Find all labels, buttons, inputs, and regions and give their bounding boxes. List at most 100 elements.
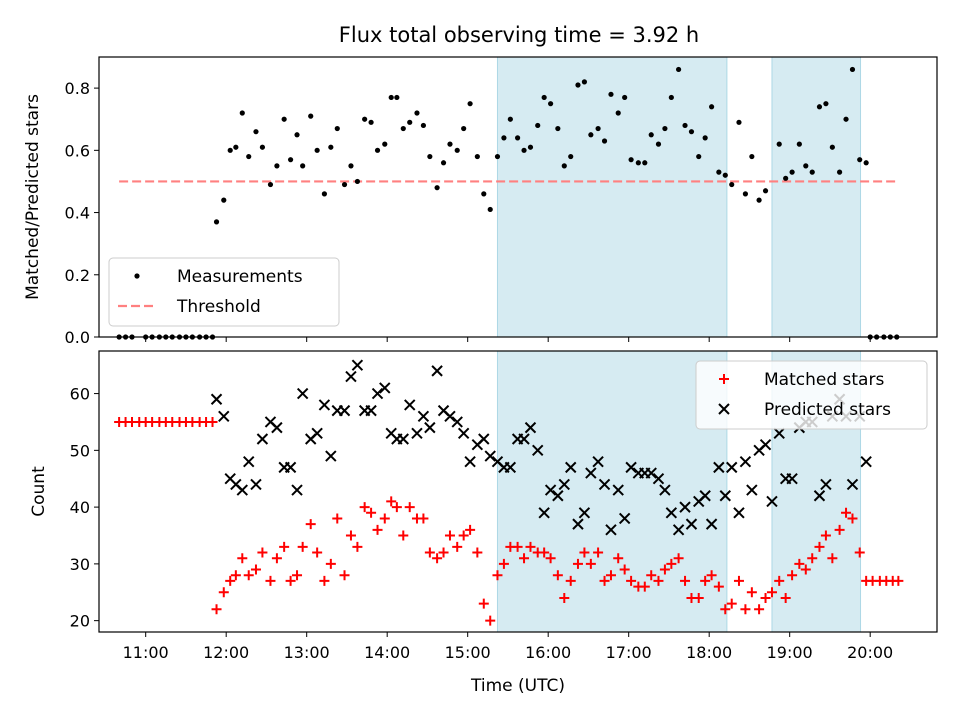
measurement-point — [688, 129, 695, 135]
matched-point — [257, 547, 268, 558]
predicted-point — [424, 421, 436, 434]
measurement-point — [857, 157, 863, 163]
matched-point — [485, 615, 496, 626]
measurement-point — [388, 94, 394, 101]
matched-point — [639, 581, 650, 592]
predicted-point — [846, 478, 859, 491]
measurement-point — [729, 181, 735, 188]
measurement-point — [816, 104, 823, 110]
measurement-point — [796, 141, 802, 147]
bottom-y-axis-label: Count — [29, 466, 49, 517]
matched-point — [359, 502, 370, 513]
measurement-point — [321, 191, 327, 197]
y-tick-label: 0.4 — [65, 204, 90, 223]
matched-point — [579, 547, 590, 558]
predicted-point — [659, 484, 671, 496]
predicted-point — [726, 461, 738, 474]
matched-point — [438, 547, 449, 558]
measurement-point — [615, 110, 621, 116]
matched-point — [465, 524, 476, 535]
matched-point — [847, 513, 858, 524]
predicted-point — [705, 518, 718, 530]
matched-point — [552, 570, 563, 581]
measurement-point — [382, 141, 388, 147]
predicted-point — [813, 490, 826, 502]
matched-point — [312, 547, 323, 558]
matched-point — [292, 570, 303, 581]
matched-point — [613, 553, 624, 564]
measurement-point — [474, 153, 480, 160]
legend-marker — [134, 273, 140, 279]
predicted-point — [451, 416, 463, 428]
predicted-point — [236, 484, 248, 496]
measurement-point — [682, 122, 688, 129]
x-tick-label: 13:00 — [284, 643, 330, 662]
measurement-point — [628, 157, 634, 163]
matched-point — [265, 575, 276, 586]
matched-point — [572, 558, 583, 569]
x-axis-label: Time (UTC) — [470, 676, 565, 696]
observing-interval-1 — [496, 350, 728, 633]
matched-point — [653, 575, 664, 586]
measurement-point — [481, 191, 487, 197]
matched-point — [492, 570, 503, 581]
matched-point — [666, 558, 677, 569]
matched-point — [391, 502, 402, 513]
measurement-point — [348, 163, 354, 169]
bottom-panel: 20 30 40 50 60 11:00 12:00 13:00 14:00 15:00 16:0… — [29, 350, 938, 696]
matched-point — [539, 547, 550, 558]
y-tick-label: 30 — [70, 555, 90, 574]
predicted-point — [746, 484, 758, 496]
predicted-point — [645, 467, 657, 479]
matched-point — [713, 581, 724, 592]
y-tick-label: 60 — [70, 385, 90, 404]
predicted-point — [759, 438, 772, 451]
measurement-point — [440, 160, 447, 166]
measurement-point — [281, 116, 287, 122]
measurement-point — [622, 94, 628, 101]
measurement-point — [722, 172, 728, 178]
predicted-point — [291, 484, 303, 496]
matched-point — [807, 553, 818, 564]
x-tick-label: 15:00 — [445, 643, 491, 662]
matched-point — [237, 553, 248, 564]
measurement-point — [675, 66, 682, 73]
predicted-point — [733, 507, 745, 519]
matched-point — [854, 547, 865, 558]
measurement-point — [803, 163, 809, 169]
x-tick-label: 11:00 — [123, 643, 169, 662]
measurement-point — [521, 147, 527, 153]
matched-point — [680, 575, 691, 586]
predicted-point — [612, 484, 624, 496]
measurement-point — [601, 138, 608, 144]
matched-point — [250, 564, 261, 575]
y-tick-label: 40 — [70, 498, 90, 517]
predicted-point — [325, 450, 337, 462]
measurement-point — [829, 144, 835, 150]
x-tick-label: 14:00 — [364, 643, 410, 662]
matched-point — [834, 524, 845, 535]
matched-point — [814, 541, 825, 552]
matched-point — [207, 416, 218, 427]
x-tick-label: 17:00 — [606, 643, 652, 662]
measurement-point — [655, 141, 662, 147]
matched-point — [339, 570, 350, 581]
predicted-point — [256, 433, 269, 445]
predicted-point — [558, 478, 570, 491]
matched-point — [754, 604, 765, 615]
predicted-point — [719, 490, 731, 502]
measurement-point — [776, 141, 782, 147]
measurement-point — [648, 132, 654, 138]
series-measurements — [116, 66, 900, 340]
predicted-point — [773, 427, 785, 440]
predicted-point — [338, 404, 351, 417]
measurement-point — [702, 135, 708, 141]
predicted-point — [524, 421, 537, 434]
observing-interval-1 — [496, 56, 728, 338]
measurement-point — [742, 191, 749, 197]
predicted-point — [739, 455, 752, 468]
measurement-point — [642, 160, 648, 166]
matched-point — [432, 553, 443, 564]
predicted-point — [544, 484, 557, 496]
predicted-point — [397, 433, 409, 445]
